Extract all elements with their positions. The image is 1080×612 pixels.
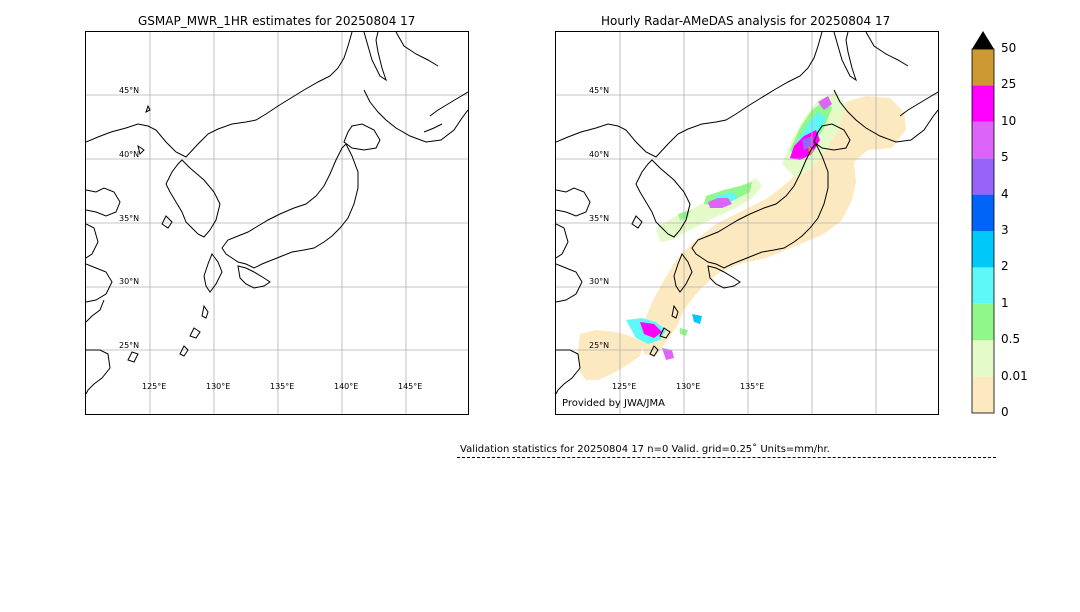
lat-label-30: 30°N — [589, 277, 610, 286]
lat-label-25: 25°N — [119, 341, 140, 350]
colorbar-tick-label: 0.01 — [1001, 368, 1028, 383]
lon-label-130: 130°E — [206, 382, 231, 391]
lat-label-30: 30°N — [119, 277, 140, 286]
colorbar-segment — [972, 49, 994, 86]
colorbar-segment — [972, 340, 994, 377]
left-map-title: GSMAP_MWR_1HR estimates for 20250804 17 — [138, 14, 416, 28]
coastlines — [86, 32, 468, 395]
colorbar-extend-triangle — [972, 31, 994, 49]
lon-label-125: 125°E — [142, 382, 167, 391]
colorbar-tick-label: 10 — [1001, 113, 1017, 128]
lat-label-40: 40°N — [119, 150, 140, 159]
lon-label-140: 140°E — [334, 382, 359, 391]
colorbar-segments — [971, 48, 995, 414]
colorbar-segment — [972, 267, 994, 304]
lat-label-45: 45°N — [589, 86, 610, 95]
colorbar-segment — [972, 231, 994, 268]
lat-label-45: 45°N — [119, 86, 140, 95]
lon-label-145: 145°E — [398, 382, 423, 391]
right-map-title: Hourly Radar-AMeDAS analysis for 2025080… — [601, 14, 891, 28]
colorbar-segment — [972, 158, 994, 195]
colorbar-tick-label: 1 — [1001, 295, 1009, 310]
lon-label-135: 135°E — [270, 382, 295, 391]
data-credit: Provided by JWA/JMA — [562, 398, 665, 409]
graticule — [86, 32, 468, 414]
left-map: 45°N 40°N 35°N 30°N 25°N 125°E 130°E 135… — [85, 31, 469, 415]
colorbar-tick-label: 2 — [1001, 259, 1009, 274]
colorbar-segment — [972, 194, 994, 231]
precip-field — [578, 92, 906, 380]
colorbar — [971, 31, 995, 414]
right-map-graphics — [556, 32, 938, 414]
colorbar-segment — [972, 376, 994, 413]
lat-label-35: 35°N — [589, 214, 610, 223]
lon-label-130: 130°E — [676, 382, 701, 391]
colorbar-tick-label: 5 — [1001, 150, 1009, 165]
coastlines — [556, 32, 938, 395]
lon-label-125: 125°E — [612, 382, 637, 391]
lat-label-40: 40°N — [589, 150, 610, 159]
lat-label-25: 25°N — [589, 341, 610, 350]
colorbar-tick-label: 0.5 — [1001, 332, 1021, 347]
colorbar-tick-label: 4 — [1001, 186, 1009, 201]
colorbar-segment — [972, 121, 994, 159]
right-map: 45°N 40°N 35°N 30°N 25°N 125°E 130°E 135… — [555, 31, 939, 415]
validation-statistics: Validation statistics for 20250804 17 n=… — [460, 444, 830, 455]
colorbar-tick-label: 50 — [1001, 41, 1017, 55]
lat-label-35: 35°N — [119, 214, 140, 223]
colorbar-tick-label: 0 — [1001, 405, 1009, 419]
left-map-graphics — [86, 32, 468, 414]
validation-underline — [457, 457, 996, 458]
lon-label-135: 135°E — [740, 382, 765, 391]
colorbar-segment — [972, 85, 994, 122]
colorbar-tick-label: 3 — [1001, 223, 1009, 237]
colorbar-segment — [972, 303, 994, 341]
colorbar-tick-label: 25 — [1001, 77, 1017, 92]
